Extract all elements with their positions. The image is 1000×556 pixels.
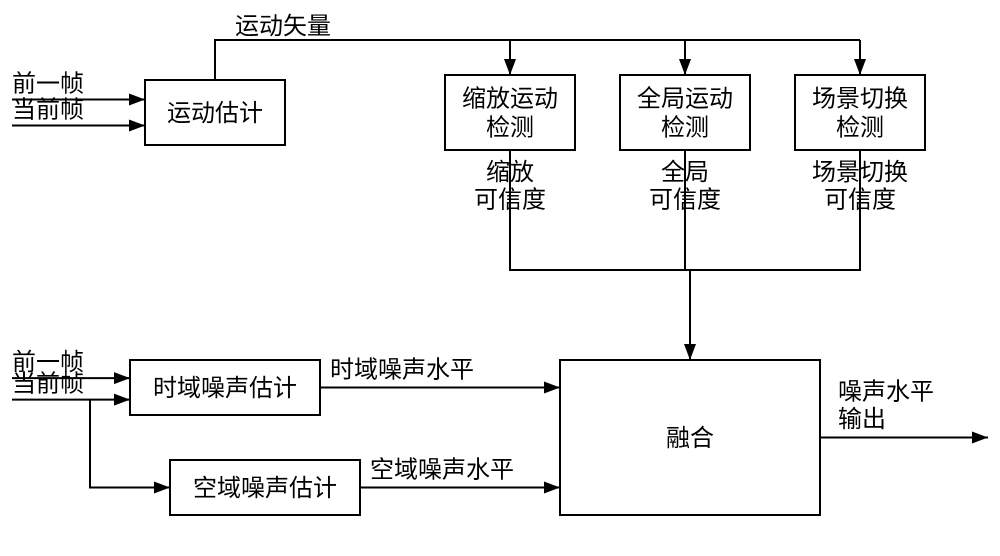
edge-label: 噪声水平 xyxy=(838,379,934,406)
svg-text:场景切换: 场景切换 xyxy=(812,86,908,113)
edge-label: 可信度 xyxy=(474,187,546,214)
svg-text:检测: 检测 xyxy=(486,114,534,141)
edge-label: 当前帧 xyxy=(12,97,84,124)
svg-text:检测: 检测 xyxy=(661,114,709,141)
edge-label: 缩放 xyxy=(486,159,534,186)
edge-label: 运动矢量 xyxy=(235,13,331,40)
node-temporal-noise-est: 时域噪声估计 xyxy=(130,360,320,415)
edge-label: 空域噪声水平 xyxy=(370,457,514,484)
edge-label: 时域噪声水平 xyxy=(330,357,474,384)
edge-label: 前一帧 xyxy=(12,71,84,98)
node-motion-estimation: 运动估计 xyxy=(145,80,285,145)
edge-label: 全局 xyxy=(661,159,709,186)
edge-label: 输出 xyxy=(838,406,886,433)
node-zoom-detection: 缩放运动检测 xyxy=(445,75,575,150)
svg-text:缩放运动: 缩放运动 xyxy=(462,86,558,113)
svg-text:时域噪声估计: 时域噪声估计 xyxy=(153,375,297,402)
node-spatial-noise-est: 空域噪声估计 xyxy=(170,460,360,515)
svg-text:融合: 融合 xyxy=(666,425,714,452)
svg-text:检测: 检测 xyxy=(836,114,884,141)
edge-label: 可信度 xyxy=(649,187,721,214)
edge-label: 可信度 xyxy=(824,187,896,214)
node-scene-detection: 场景切换检测 xyxy=(795,75,925,150)
edge-label: 场景切换 xyxy=(812,159,908,186)
edge-label: 当前帧 xyxy=(12,371,84,398)
node-global-detection: 全局运动检测 xyxy=(620,75,750,150)
svg-text:空域噪声估计: 空域噪声估计 xyxy=(193,475,337,502)
node-fusion: 融合 xyxy=(560,360,820,515)
svg-text:运动估计: 运动估计 xyxy=(167,100,263,127)
svg-text:全局运动: 全局运动 xyxy=(637,86,733,113)
